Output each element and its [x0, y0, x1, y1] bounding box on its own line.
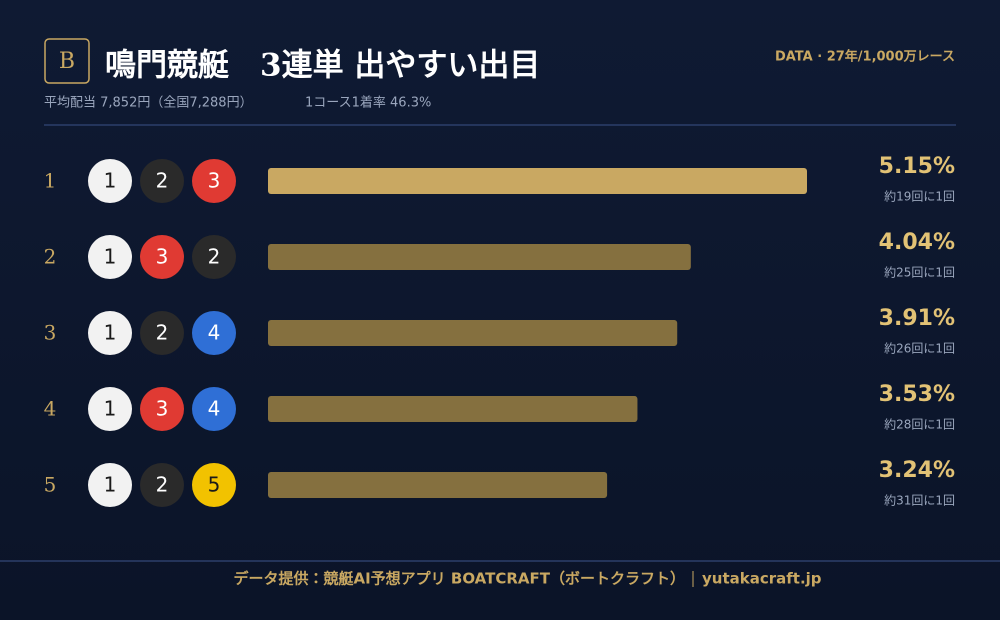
boat-ball	[192, 387, 236, 431]
boat-number: 1	[104, 245, 117, 269]
rank-label: 2	[44, 245, 57, 269]
badge-frame	[44, 38, 90, 84]
boat-ball	[192, 159, 236, 203]
boat-ball	[88, 387, 132, 431]
boat-number: 2	[156, 473, 169, 497]
boat-ball	[88, 159, 132, 203]
chart-title: 鳴門競艇 3連単 出やすい出目	[105, 48, 540, 84]
value-label: 5.15%	[879, 154, 955, 179]
subtitle: 平均配当 7,852円（全国7,288円）	[44, 96, 253, 111]
boat-number: 5	[208, 473, 221, 497]
boat-ball	[140, 235, 184, 279]
boat-ball	[192, 311, 236, 355]
boat-number: 1	[104, 169, 117, 193]
boat-ball	[88, 311, 132, 355]
bar	[268, 168, 807, 194]
rank-label: 3	[44, 321, 57, 345]
frequency-label: 約26回に1回	[884, 341, 955, 356]
boat-number: 3	[208, 169, 221, 193]
footer-url: yutakacraft.jp	[702, 570, 822, 588]
source-note: DATA · 27年/1,000万レース	[775, 49, 955, 65]
boat-ball	[140, 311, 184, 355]
boat-number: 1	[104, 321, 117, 345]
value-label: 4.04%	[879, 230, 955, 255]
rank-label: 5	[44, 473, 57, 497]
frequency-label: 約19回に1回	[884, 189, 955, 204]
value-label: 3.91%	[879, 306, 955, 331]
boat-ball	[192, 463, 236, 507]
boat-ball	[88, 235, 132, 279]
frequency-label: 約28回に1回	[884, 417, 955, 432]
bar	[268, 244, 691, 270]
value-label: 3.53%	[879, 382, 955, 407]
boat-number: 3	[156, 397, 169, 421]
rank-label: 1	[44, 169, 57, 193]
boat-ball	[140, 159, 184, 203]
boat-number: 4	[208, 321, 221, 345]
boat-ball	[192, 235, 236, 279]
boat-ball	[140, 387, 184, 431]
value-label: 3.24%	[879, 458, 955, 483]
subtitle-2: 1コース1着率 46.3%	[305, 95, 431, 111]
frequency-label: 約25回に1回	[884, 265, 955, 280]
bar	[268, 320, 678, 346]
boat-ball	[140, 463, 184, 507]
badge: B	[59, 49, 75, 74]
boat-number: 1	[104, 397, 117, 421]
footer: データ提供：競艇AI予想アプリ BOATCRAFT（ボートクラフト）	[233, 570, 685, 588]
boat-number: 2	[156, 169, 169, 193]
rank-label: 4	[44, 397, 57, 421]
boat-number: 2	[156, 321, 169, 345]
frequency-label: 約31回に1回	[884, 493, 955, 508]
bar	[268, 472, 608, 498]
boat-ball	[88, 463, 132, 507]
boat-number: 1	[104, 473, 117, 497]
bar	[268, 396, 638, 422]
boat-number: 4	[208, 397, 221, 421]
boat-number: 3	[156, 245, 169, 269]
boat-number: 2	[208, 245, 221, 269]
